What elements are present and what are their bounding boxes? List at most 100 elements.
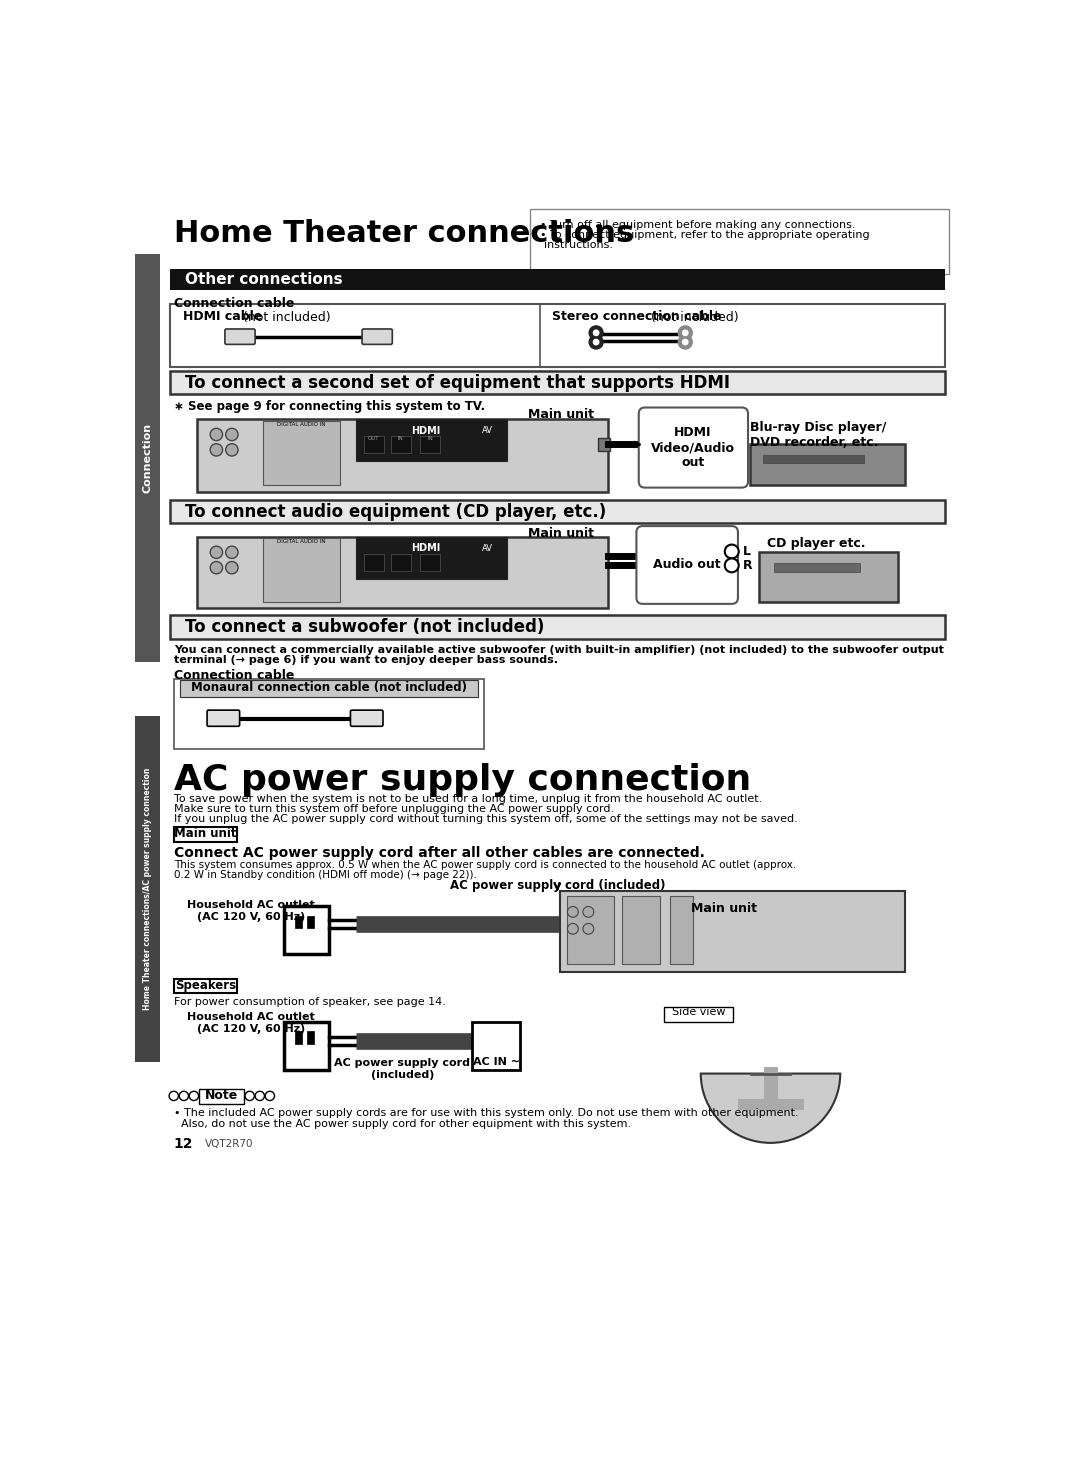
Bar [391, 553, 410, 571]
FancyBboxPatch shape [225, 330, 255, 344]
Bar [170, 371, 945, 394]
Bar [170, 500, 945, 524]
Circle shape [211, 444, 222, 456]
Text: AC IN ~: AC IN ~ [473, 1056, 519, 1066]
Circle shape [593, 340, 598, 344]
Circle shape [593, 330, 598, 335]
Circle shape [179, 1091, 189, 1100]
Text: OUT: OUT [368, 435, 379, 441]
Text: HDMI: HDMI [411, 425, 441, 435]
FancyBboxPatch shape [362, 330, 392, 344]
Text: (not included): (not included) [239, 310, 330, 324]
Text: Speakers: Speakers [175, 978, 237, 991]
Text: 12: 12 [174, 1137, 193, 1152]
Bar [759, 552, 899, 602]
Circle shape [226, 428, 238, 441]
Circle shape [678, 327, 692, 340]
Text: Household AC outlet
(AC 120 V, 60 Hz): Household AC outlet (AC 120 V, 60 Hz) [187, 900, 315, 922]
Text: If you unplug the AC power supply cord without turning this system off, some of : If you unplug the AC power supply cord w… [174, 813, 797, 824]
Text: Home Theater connections: Home Theater connections [174, 219, 634, 249]
Bar [170, 304, 945, 368]
Bar [364, 553, 383, 571]
Circle shape [211, 562, 222, 574]
Bar [200, 1089, 244, 1103]
Bar [295, 916, 301, 928]
Text: Connect AC power supply cord after all other cables are connected.: Connect AC power supply cord after all o… [174, 846, 704, 861]
Bar [750, 444, 905, 484]
Bar [420, 435, 441, 453]
Text: Also, do not use the AC power supply cord for other equipment with this system.: Also, do not use the AC power supply cor… [174, 1119, 631, 1130]
Circle shape [189, 1091, 199, 1100]
Bar [774, 563, 860, 572]
Circle shape [583, 906, 594, 918]
Text: VQT2R70: VQT2R70 [205, 1139, 253, 1149]
Text: HDMI: HDMI [411, 543, 441, 553]
Bar [762, 455, 864, 463]
Circle shape [170, 1091, 178, 1100]
Bar [197, 419, 608, 493]
Text: Monaural connection cable (not included): Monaural connection cable (not included) [191, 681, 467, 694]
Text: Blu-ray Disc player/
DVD recorder, etc.: Blu-ray Disc player/ DVD recorder, etc. [750, 421, 886, 449]
Text: DIGITAL AUDIO IN: DIGITAL AUDIO IN [278, 540, 326, 544]
Circle shape [590, 335, 603, 349]
Text: For power consumption of speaker, see page 14.: For power consumption of speaker, see pa… [174, 996, 446, 1006]
FancyBboxPatch shape [350, 710, 383, 727]
Circle shape [245, 1091, 255, 1100]
Circle shape [226, 562, 238, 574]
Text: Main unit: Main unit [528, 407, 594, 421]
Bar [262, 538, 340, 602]
Circle shape [226, 546, 238, 559]
Bar [170, 615, 945, 638]
Text: Side view: Side view [672, 1006, 725, 1016]
Bar [284, 906, 328, 955]
Bar [180, 680, 477, 697]
Text: • The included AC power supply cords are for use with this system only. Do not u: • The included AC power supply cords are… [174, 1108, 798, 1118]
FancyBboxPatch shape [207, 710, 240, 727]
Bar [135, 253, 160, 662]
Text: HDMI
Video/Audio
out: HDMI Video/Audio out [651, 427, 735, 469]
Text: Other connections: Other connections [186, 272, 343, 287]
Text: 0.2 W in Standby condition (HDMI off mode) (→ page 22)).: 0.2 W in Standby condition (HDMI off mod… [174, 871, 476, 880]
Bar [197, 537, 608, 608]
Text: Main unit: Main unit [174, 827, 237, 840]
Circle shape [226, 444, 238, 456]
Bar [567, 896, 613, 964]
Text: ∗ See page 9 for connecting this system to TV.: ∗ See page 9 for connecting this system … [174, 400, 485, 413]
Circle shape [567, 924, 578, 934]
Text: L: L [743, 546, 751, 558]
Bar [307, 916, 314, 928]
Text: • To connect equipment, refer to the appropriate operating: • To connect equipment, refer to the app… [540, 231, 869, 240]
Bar [364, 435, 383, 453]
Text: Connection cable: Connection cable [174, 669, 294, 683]
Bar [174, 978, 238, 993]
Circle shape [266, 1091, 274, 1100]
Bar [356, 537, 507, 580]
Bar [307, 1031, 314, 1043]
Bar [472, 1022, 521, 1069]
Bar [356, 419, 507, 462]
Circle shape [211, 428, 222, 441]
Bar [170, 269, 945, 290]
Circle shape [678, 335, 692, 349]
Bar [670, 896, 693, 964]
Text: Connection cable: Connection cable [174, 297, 294, 309]
Text: Note: Note [205, 1089, 239, 1102]
Bar [391, 435, 410, 453]
Circle shape [211, 546, 222, 559]
Circle shape [683, 340, 688, 344]
Circle shape [590, 327, 603, 340]
Text: terminal (→ page 6) if you want to enjoy deeper bass sounds.: terminal (→ page 6) if you want to enjoy… [174, 656, 557, 665]
Circle shape [255, 1091, 265, 1100]
Text: Home Theater connections/AC power supply connection: Home Theater connections/AC power supply… [143, 768, 152, 1011]
Text: • Turn off all equipment before making any connections.: • Turn off all equipment before making a… [540, 219, 855, 229]
Text: CD player etc.: CD player etc. [767, 537, 865, 550]
Text: IN: IN [428, 435, 433, 441]
Text: HDMI cable: HDMI cable [183, 310, 262, 324]
Text: (not included): (not included) [647, 310, 739, 324]
Text: Main unit: Main unit [691, 902, 757, 915]
Text: R: R [743, 559, 753, 572]
Text: Connection: Connection [143, 422, 152, 493]
Bar [295, 1031, 301, 1043]
Text: AC power supply cord (included): AC power supply cord (included) [449, 878, 665, 891]
Text: To connect audio equipment (CD player, etc.): To connect audio equipment (CD player, e… [186, 503, 607, 521]
